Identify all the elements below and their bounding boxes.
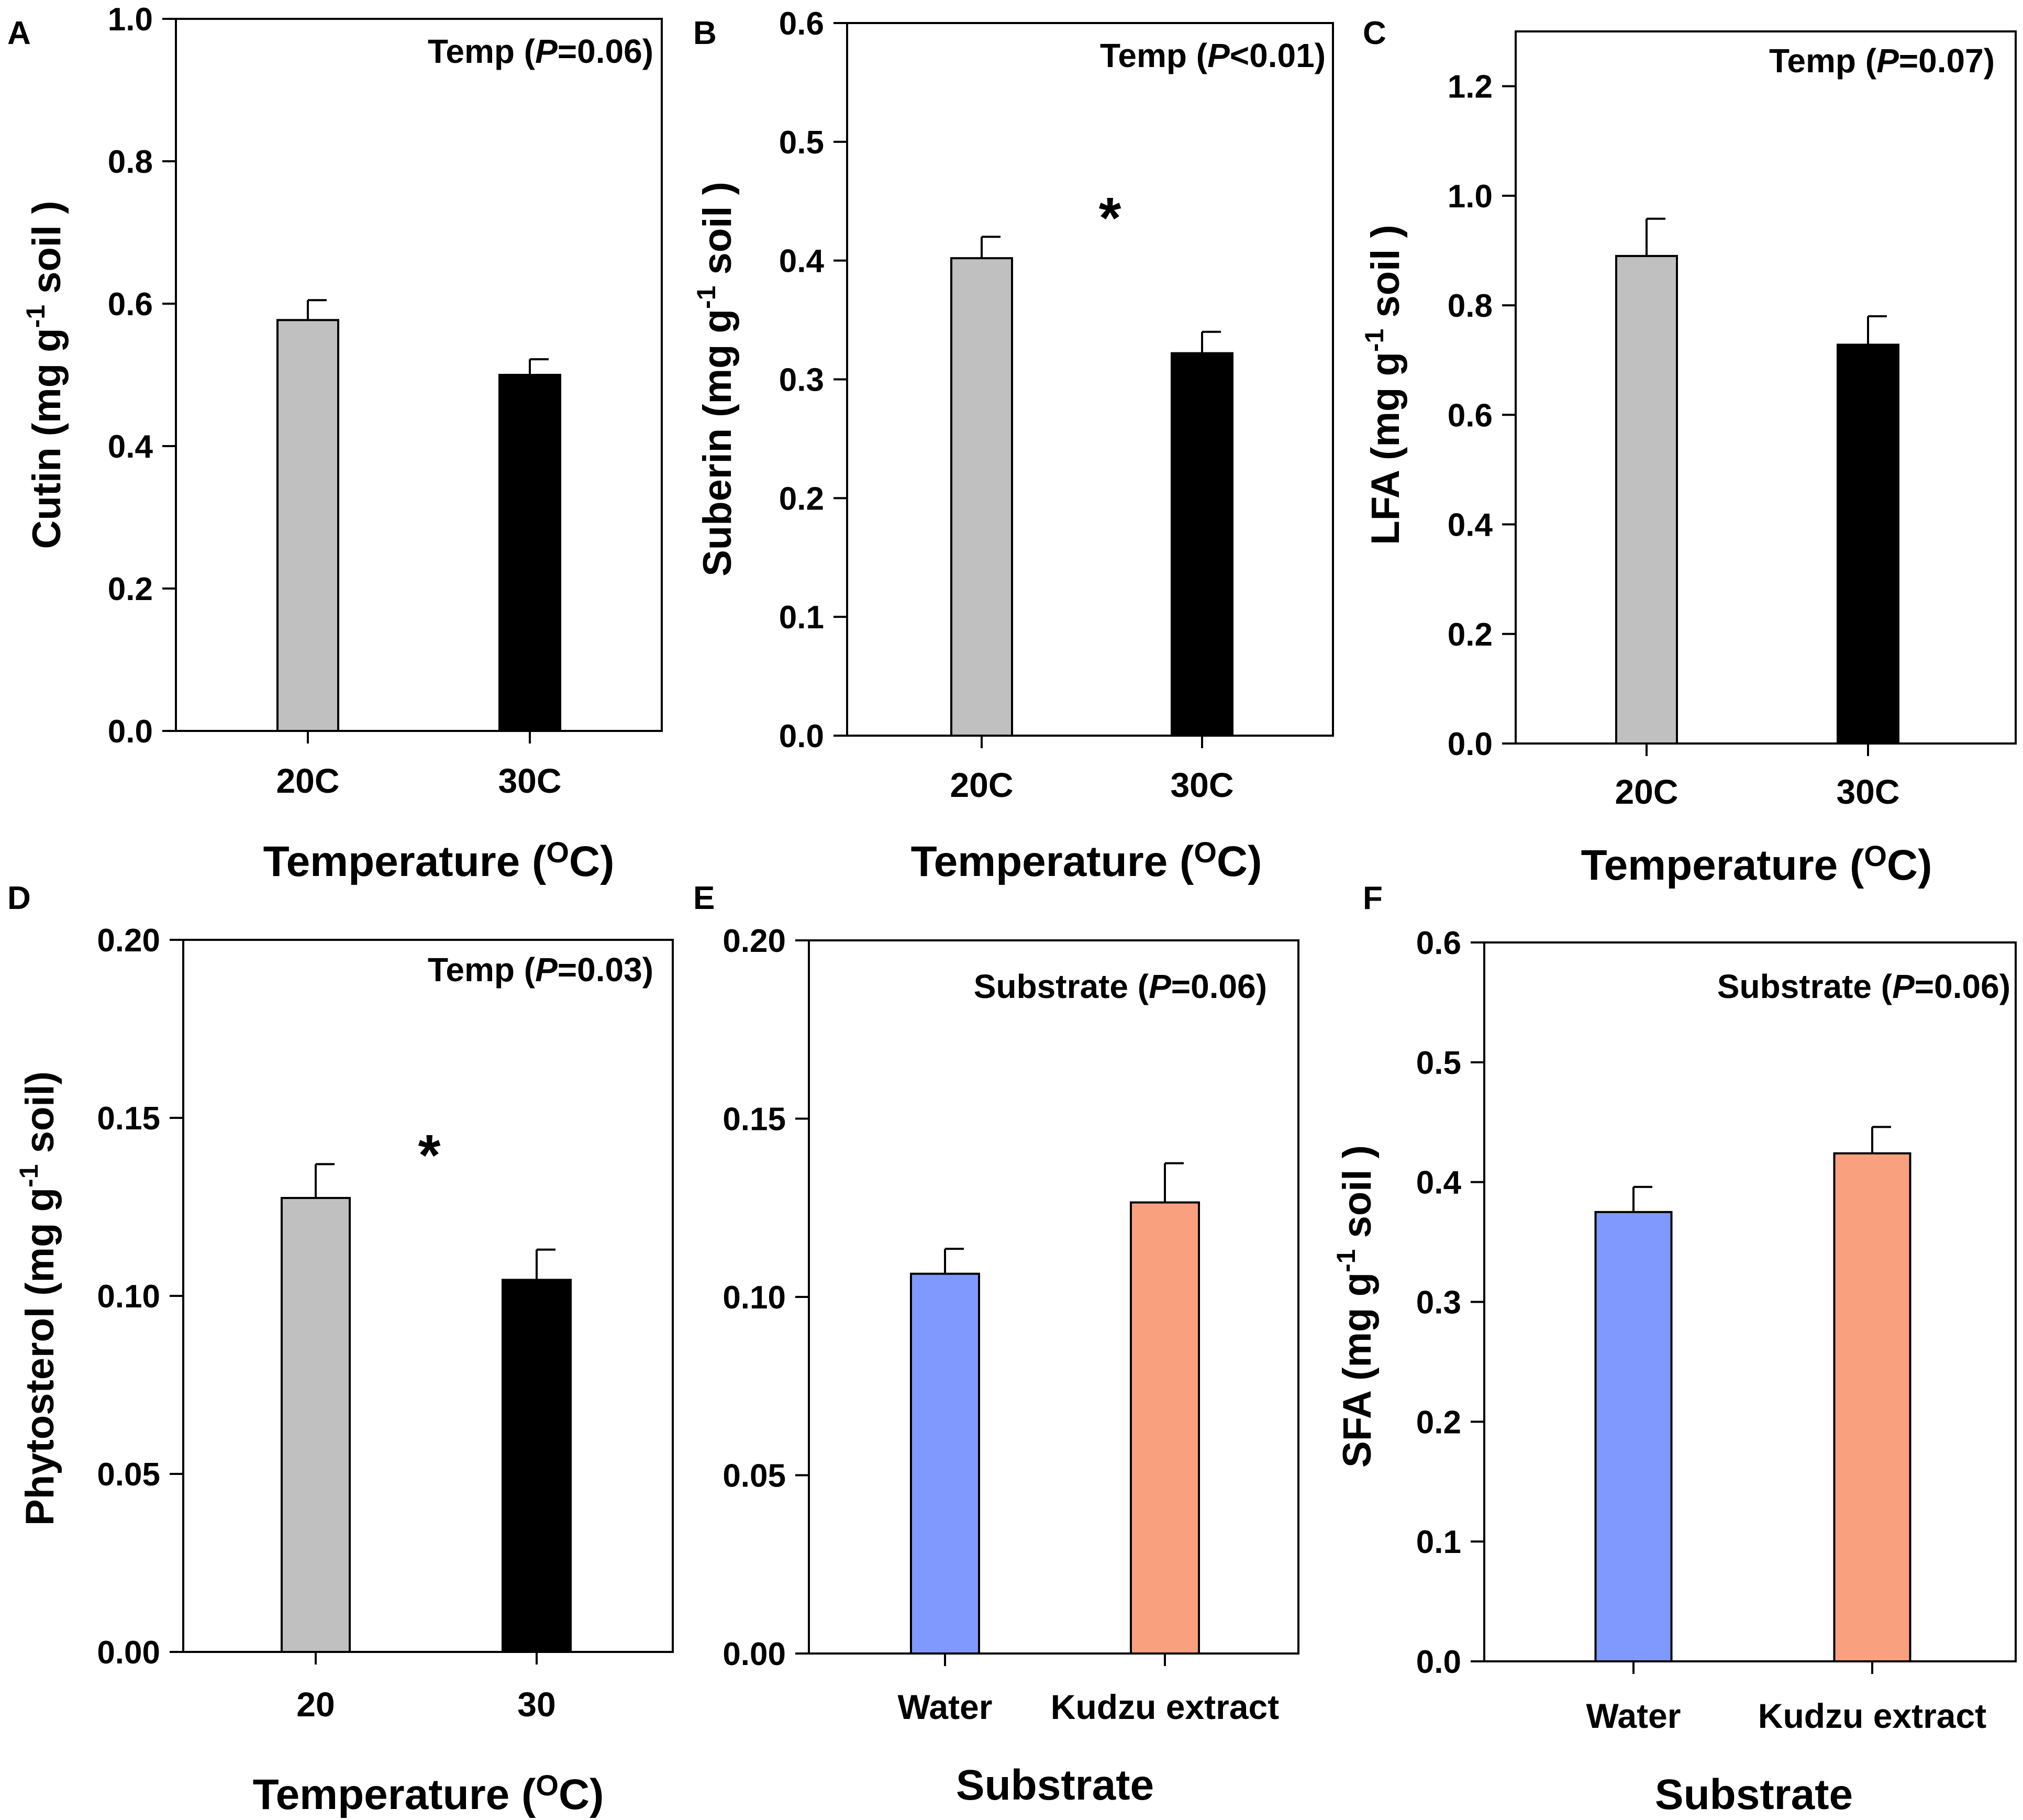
bar <box>1615 254 1678 745</box>
y-tick-label: 0.05 <box>97 1457 160 1493</box>
significance-annotation: Temp (P=0.03) <box>428 951 653 989</box>
panel-b: B 0.0 0.1 0.2 0.3 0.4 0.5 0.6 20C 30C Temperature … <box>692 6 1334 885</box>
y-tick-label: 0.20 <box>97 923 160 959</box>
x-tick-label: Water <box>898 1688 993 1726</box>
y-tick-label: 0.1 <box>779 600 824 636</box>
x-tick-label: 20 <box>296 1685 335 1724</box>
y-tick-label: 0.2 <box>779 481 824 517</box>
y-tick-label: 0.2 <box>108 571 153 607</box>
panel-a: A 0.0 0.2 0.4 0.6 0.8 1.0 20C 30C Temperature (OC… <box>7 2 663 885</box>
bar <box>1594 1211 1673 1662</box>
x-axis-title: Substrate <box>956 1761 1154 1809</box>
y-tick-label: 0.6 <box>1416 925 1461 961</box>
x-tick-label: 20C <box>276 761 339 800</box>
y-tick-label: 0.0 <box>108 714 153 750</box>
plot-frame <box>1515 30 2017 745</box>
x-axis-title: Substrate <box>1655 1771 1853 1818</box>
y-axis-title: LFA (mg g-1 soil ) <box>1360 225 1408 545</box>
y-tick-label: 0.3 <box>1416 1285 1461 1321</box>
y-axis-title: Phytosterol (mg g-1 soil) <box>14 1071 62 1526</box>
panel-letter: C <box>1363 15 1386 51</box>
x-axis-title: Temperature (OC) <box>263 836 615 885</box>
bar <box>910 1272 980 1655</box>
significance-annotation: Substrate (P=0.06) <box>1717 968 2010 1005</box>
x-tick-label: 20C <box>1615 772 1678 811</box>
y-tick-label: 0.10 <box>722 1280 786 1316</box>
y-tick-label: 0.15 <box>722 1102 786 1138</box>
significance-annotation: Temp (P=0.06) <box>428 32 653 70</box>
y-tick-label: 0.00 <box>97 1635 160 1671</box>
plot-frame <box>1483 941 2017 1662</box>
significance-annotation: Temp (P<0.01) <box>1100 37 1326 74</box>
y-tick-label: 1.2 <box>1448 69 1493 105</box>
x-tick-label: Kudzu extract <box>1758 1696 1986 1735</box>
y-tick-label: 0.5 <box>1416 1045 1461 1081</box>
x-tick-label: 30C <box>498 761 561 800</box>
bar <box>1171 352 1233 737</box>
y-tick-label: 0.20 <box>722 923 786 959</box>
x-tick-label: 30C <box>1836 772 1899 811</box>
y-tick-label: 0.2 <box>1416 1404 1461 1440</box>
panel-letter: A <box>7 15 31 51</box>
y-tick-label: 0.8 <box>108 144 153 180</box>
x-tick-label: Water <box>1586 1696 1681 1735</box>
panel-d: D 0.00 0.05 0.10 0.15 0.20 20 30 Temperature (OC… <box>7 880 674 1818</box>
y-axis-title: SFA (mg g-1 soil ) <box>1331 1145 1380 1468</box>
y-tick-label: 0.8 <box>1448 288 1493 324</box>
y-tick-label: 0.1 <box>1416 1524 1461 1560</box>
y-axis-title: Suberin (mg g-1 soil ) <box>692 182 740 576</box>
y-tick-label: 0.5 <box>779 125 824 161</box>
plot-frame <box>182 939 674 1653</box>
bar <box>1130 1201 1200 1655</box>
x-tick-label: 20C <box>950 765 1013 804</box>
x-axis-title: Temperature (OC) <box>911 836 1262 885</box>
y-tick-label: 0.2 <box>1448 617 1493 653</box>
panel-letter: B <box>693 15 717 51</box>
y-tick-label: 0.0 <box>1416 1644 1461 1680</box>
bar <box>502 1279 572 1653</box>
y-axis-title: Cutin (mg g-1 soil ) <box>21 201 69 549</box>
plot-frame <box>175 18 663 732</box>
panel-c: C 0.0 0.2 0.4 0.6 0.8 1.0 1.2 20C 30C Temperature … <box>1360 15 2017 889</box>
x-axis-title: Temperature (OC) <box>253 1769 604 1818</box>
plot-frame <box>808 939 1299 1655</box>
significance-asterisk: * <box>1099 186 1121 250</box>
panel-letter: D <box>7 880 31 916</box>
y-tick-label: 0.4 <box>108 429 153 465</box>
bar <box>276 319 339 732</box>
plot-frame <box>846 22 1334 737</box>
significance-annotation: Temp (P=0.07) <box>1769 42 1995 80</box>
y-tick-label: 0.4 <box>1416 1165 1462 1201</box>
y-tick-label: 0.10 <box>97 1279 160 1315</box>
y-tick-label: 0.4 <box>1448 507 1493 543</box>
y-tick-label: 0.05 <box>722 1458 786 1494</box>
y-tick-label: 1.0 <box>108 2 153 38</box>
bar <box>498 374 561 732</box>
bar <box>281 1197 351 1653</box>
y-tick-label: 0.6 <box>1448 397 1493 434</box>
bar <box>1833 1152 1911 1662</box>
y-tick-label: 1.0 <box>1448 179 1493 215</box>
x-tick-label: Kudzu extract <box>1051 1688 1279 1726</box>
x-tick-label: 30C <box>1170 765 1233 804</box>
panel-f: F 0.0 0.1 0.2 0.3 0.4 0.5 0.6 Water Kudzu extract… <box>1331 880 2017 1818</box>
significance-annotation: Substrate (P=0.06) <box>974 968 1267 1005</box>
y-tick-label: 0.15 <box>97 1101 160 1137</box>
y-tick-label: 0.3 <box>779 362 824 398</box>
y-tick-label: 0.6 <box>108 286 153 323</box>
y-tick-label: 0.0 <box>779 718 824 754</box>
panel-letter: E <box>693 880 715 916</box>
y-tick-label: 0.0 <box>1448 726 1493 762</box>
x-tick-label: 30 <box>517 1685 555 1724</box>
significance-asterisk: * <box>418 1123 441 1188</box>
x-axis-title: Temperature (OC) <box>1581 839 1932 889</box>
y-tick-label: 0.6 <box>779 6 824 42</box>
bar <box>950 257 1013 737</box>
y-tick-label: 0.00 <box>722 1636 786 1672</box>
panel-letter: F <box>1363 880 1383 916</box>
bar <box>1837 343 1899 745</box>
y-tick-label: 0.4 <box>779 243 825 280</box>
panel-e: E 0.00 0.05 0.10 0.15 0.20 Water Kudzu extract S… <box>693 880 1299 1809</box>
